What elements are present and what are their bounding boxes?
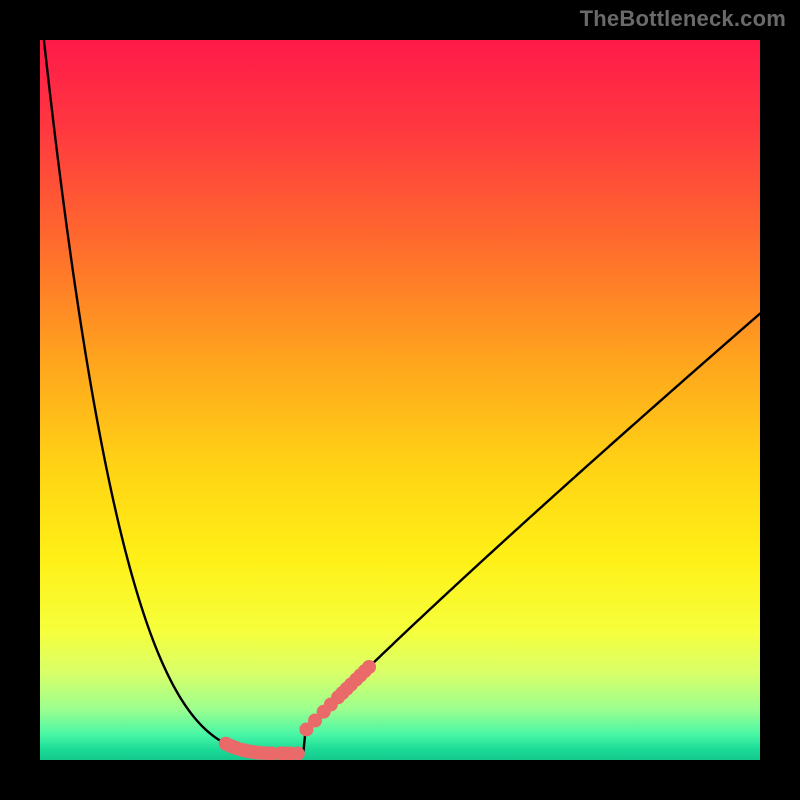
- watermark-text: TheBottleneck.com: [580, 6, 786, 32]
- bottleneck-chart-svg: [0, 0, 800, 800]
- chart-canvas: TheBottleneck.com: [0, 0, 800, 800]
- plot-background-gradient: [40, 40, 760, 760]
- curve-dot: [362, 660, 376, 674]
- curve-dot: [291, 747, 305, 761]
